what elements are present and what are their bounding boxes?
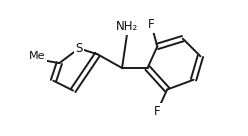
Text: NH₂: NH₂ xyxy=(116,20,138,33)
Text: F: F xyxy=(154,105,161,118)
Text: Me: Me xyxy=(29,51,45,61)
Text: F: F xyxy=(148,18,155,31)
Text: S: S xyxy=(75,42,83,55)
